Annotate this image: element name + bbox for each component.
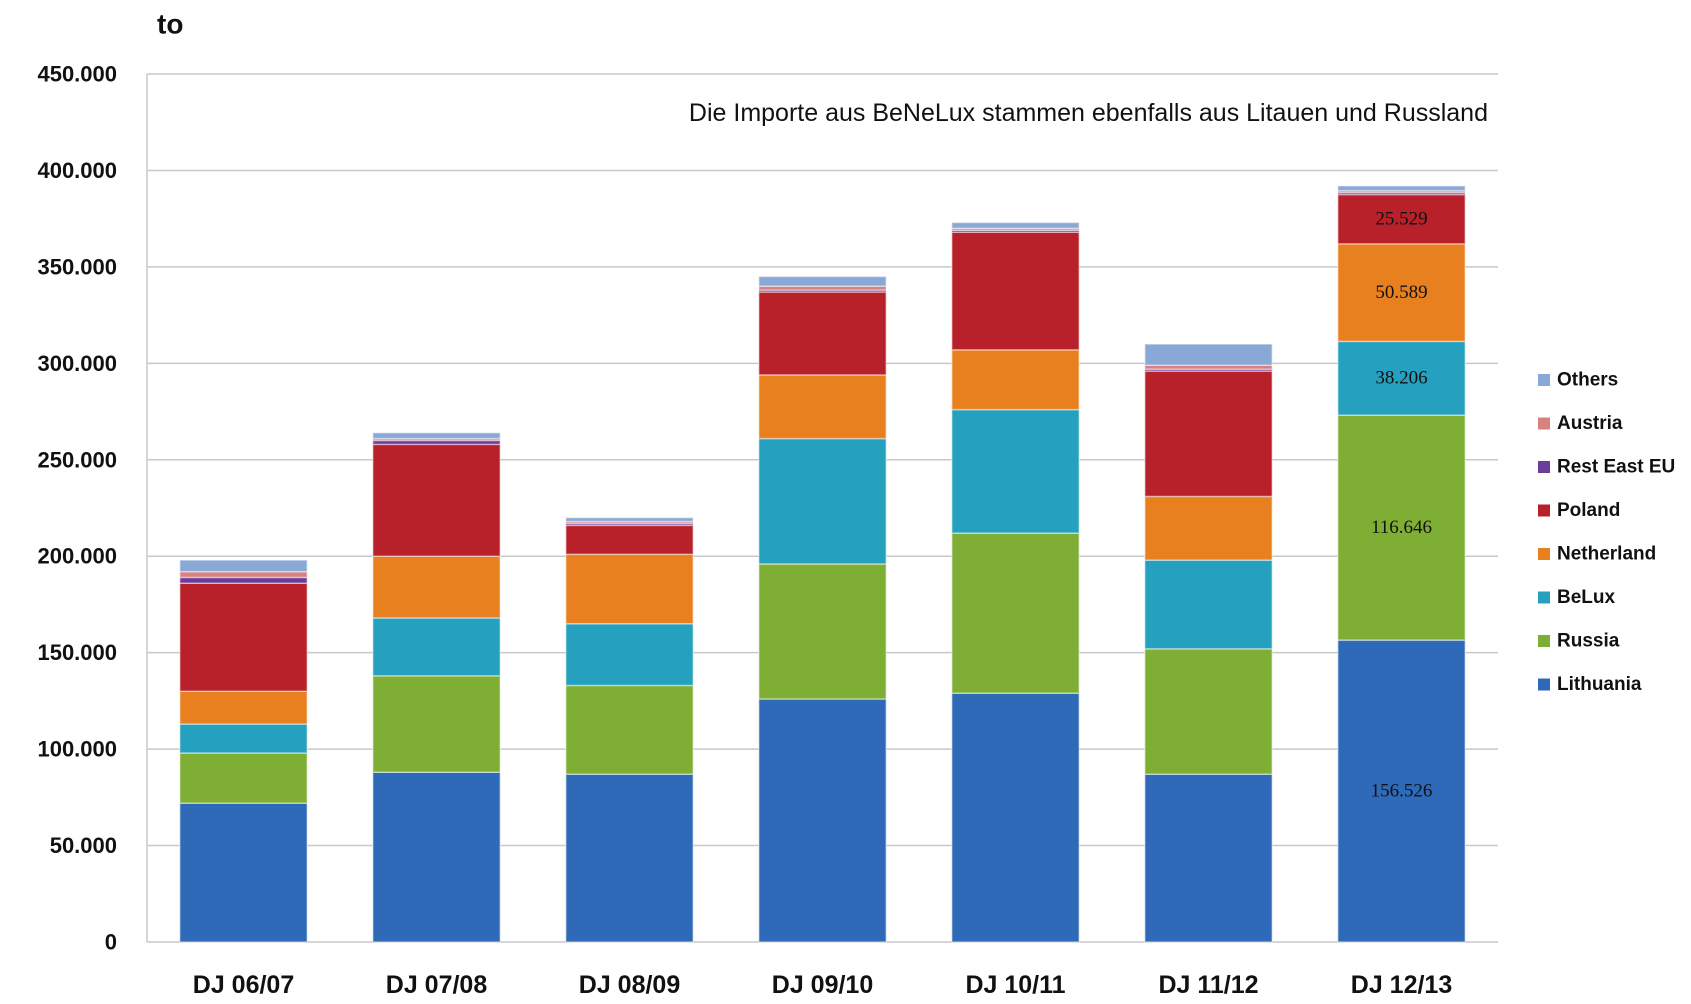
x-tick-label: DJ 09/10 — [772, 971, 873, 999]
x-tick-label: DJ 07/08 — [386, 971, 488, 999]
legend-swatch — [1538, 461, 1550, 473]
bar-segment — [951, 221, 1080, 230]
bar-segment — [179, 690, 308, 725]
bar-segment — [565, 553, 694, 625]
legend-label: BeLux — [1557, 587, 1616, 608]
y-tick-label: 350.000 — [37, 254, 117, 279]
legend-swatch — [1538, 504, 1550, 517]
legend-label: Netherland — [1557, 544, 1656, 565]
bar-segment — [1337, 193, 1466, 245]
bar-segment — [1144, 648, 1273, 775]
bar-segment — [565, 516, 694, 523]
y-tick-label: 100.000 — [37, 737, 117, 762]
bar-segment — [951, 692, 1080, 943]
y-tick-label: 50.000 — [50, 833, 117, 858]
bar-segment — [372, 432, 501, 440]
bar-segment — [372, 555, 501, 619]
legend-swatch — [1538, 591, 1550, 604]
y-axis-label: to — [157, 9, 183, 40]
bar-segment — [372, 443, 501, 557]
bar-segment — [1337, 639, 1466, 943]
bar-segment — [1337, 414, 1466, 641]
data-label: 25.529 — [1375, 209, 1427, 230]
y-tick-label: 200.000 — [37, 544, 117, 569]
x-tick-label: DJ 12/13 — [1351, 971, 1452, 999]
legend-label: Russia — [1557, 631, 1620, 652]
bar-segment — [951, 408, 1080, 534]
bar-segment — [179, 723, 308, 754]
bar-segment — [1337, 340, 1466, 416]
bar-segment — [179, 570, 308, 579]
bar-segment — [1144, 495, 1273, 561]
bar-segment — [1337, 185, 1466, 192]
legend-label: Austria — [1557, 413, 1623, 434]
bar-segment — [179, 559, 308, 573]
bar-segment — [951, 532, 1080, 694]
x-tick-label: DJ 11/12 — [1158, 971, 1258, 999]
y-tick-label: 450.000 — [37, 62, 117, 87]
legend-label: Lithuania — [1557, 674, 1642, 695]
bar-segment — [179, 752, 308, 804]
bar-segment — [372, 771, 501, 943]
bar-segment — [758, 291, 887, 376]
x-tick-label: DJ 06/07 — [193, 971, 294, 999]
bar-segment — [758, 275, 887, 287]
x-tick-label: DJ 08/09 — [579, 971, 680, 999]
legend-label: Others — [1557, 370, 1618, 391]
bar-segment — [758, 374, 887, 440]
data-label: 50.589 — [1375, 282, 1427, 303]
bar-segment — [179, 576, 308, 584]
bar-segment — [565, 524, 694, 556]
bar-segment — [565, 773, 694, 943]
data-label: 116.646 — [1371, 517, 1432, 538]
bar-segment — [179, 582, 308, 692]
bar-segment — [951, 231, 1080, 351]
legend-swatch — [1538, 548, 1550, 560]
legend-label: Rest East EU — [1557, 457, 1675, 478]
bar-segment — [372, 617, 501, 677]
legend-swatch — [1538, 374, 1550, 386]
bar-segment — [565, 684, 694, 775]
legend-swatch — [1538, 417, 1550, 430]
bar-segment — [1144, 343, 1273, 367]
y-tick-label: 300.000 — [37, 351, 117, 376]
legend-swatch — [1538, 678, 1550, 691]
y-tick-label: 150.000 — [37, 640, 117, 665]
x-tick-label: DJ 10/11 — [965, 971, 1065, 999]
bar-segment — [758, 563, 887, 700]
data-label: 156.526 — [1371, 781, 1433, 802]
bar-segment — [179, 802, 308, 943]
legend-label: Poland — [1557, 500, 1620, 521]
legend-swatch — [1538, 635, 1550, 647]
y-tick-label: 0 — [105, 930, 117, 955]
y-tick-label: 400.000 — [37, 158, 117, 183]
bar-segment — [1144, 370, 1273, 498]
bar-segment — [565, 622, 694, 687]
bar-segment — [1144, 559, 1273, 650]
bar-segment — [1144, 773, 1273, 943]
bar-segment — [758, 698, 887, 943]
bar-segment — [372, 675, 501, 774]
annotation: Die Importe aus BeNeLux stammen ebenfall… — [689, 99, 1488, 127]
data-label: 38.206 — [1375, 368, 1427, 389]
bar-segment — [1337, 243, 1466, 343]
bar-segment — [951, 349, 1080, 411]
y-tick-label: 250.000 — [37, 447, 117, 472]
bar-segment — [758, 437, 887, 565]
